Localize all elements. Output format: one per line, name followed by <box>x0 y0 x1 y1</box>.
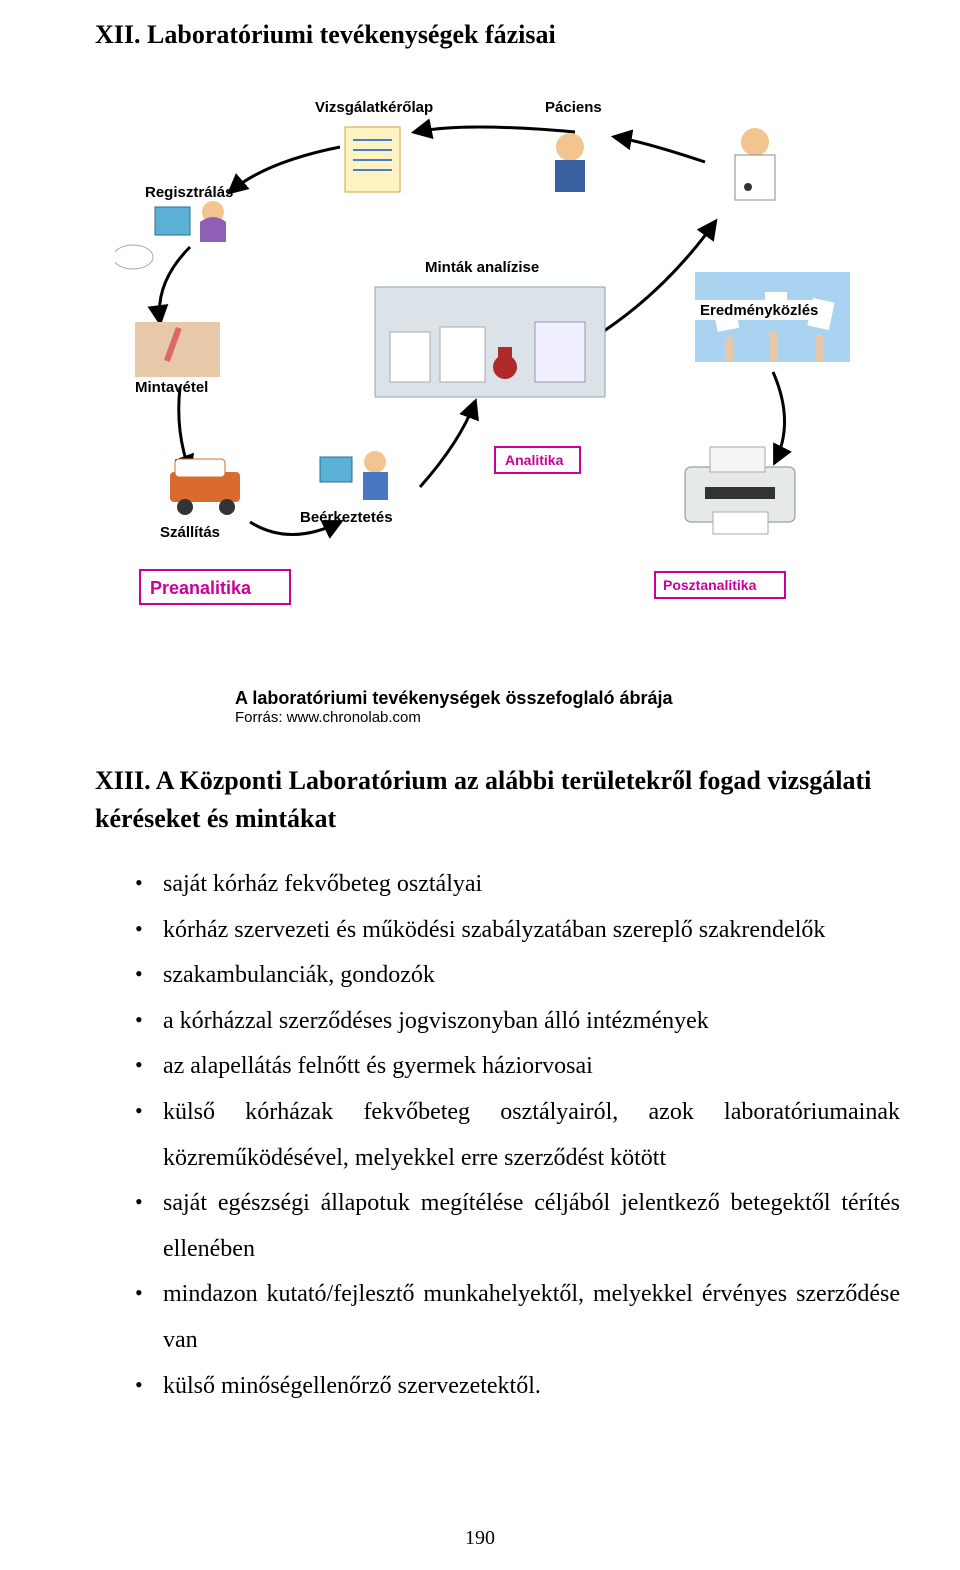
label-paciens: Páciens <box>545 99 602 116</box>
diagram-caption-source: Forrás: www.chronolab.com <box>235 709 875 726</box>
label-vizsgalat: Vizsgálatkérőlap <box>315 99 433 116</box>
list-item: a kórházzal szerződéses jogviszonyban ál… <box>135 999 900 1045</box>
printer-icon <box>685 447 795 534</box>
list-item: szakambulanciák, gondozók <box>135 953 900 999</box>
list-item: az alapellátás felnőtt és gyermek házior… <box>135 1044 900 1090</box>
section-13-subtitle: kéréseket és mintákat <box>95 804 900 834</box>
phase-posztanalitika: Posztanalitika <box>655 572 785 598</box>
list-item: kórház szervezeti és működési szabályzat… <box>135 908 900 954</box>
list-item: saját kórház fekvőbeteg osztályai <box>135 862 900 908</box>
svg-text:Preanalitika: Preanalitika <box>150 578 252 598</box>
lab-workflow-diagram: Vizsgálatkérőlap Páciens Regisztrálás Mi… <box>115 62 875 726</box>
patient-icon <box>555 133 585 192</box>
lab-photo-icon <box>375 287 605 397</box>
sheet-icon <box>345 127 400 192</box>
accepted-sources-list: saját kórház fekvőbeteg osztályai kórház… <box>95 862 900 1409</box>
label-mintak: Minták analízise <box>425 259 539 276</box>
label-szallitas: Szállítás <box>160 524 220 541</box>
svg-text:Eredményközlés: Eredményközlés <box>700 302 818 319</box>
list-item: külső minőségellenőrző szervezetektől. <box>135 1364 900 1410</box>
registration-icon <box>115 201 226 269</box>
diagram-caption-title: A laboratóriumi tevékenységek összefogla… <box>235 688 875 709</box>
list-item: saját egészségi állapotuk megítélése cél… <box>135 1181 900 1272</box>
section-12-title: XII. Laboratóriumi tevékenységek fázisai <box>95 20 900 50</box>
sampling-icon <box>135 322 220 377</box>
label-regisztralas: Regisztrálás <box>145 184 233 201</box>
label-beerkeztetes: Beérkeztetés <box>300 509 393 526</box>
phase-analitika: Analitika <box>495 447 580 473</box>
label-mintavetel: Mintavétel <box>135 379 208 396</box>
svg-text:Posztanalitika: Posztanalitika <box>663 577 757 593</box>
svg-text:Analitika: Analitika <box>505 452 564 468</box>
section-13-title: XIII. A Központi Laboratórium az alábbi … <box>95 766 900 796</box>
list-item: külső kórházak fekvőbeteg osztályairól, … <box>135 1090 900 1181</box>
list-item: mindazon kutató/fejlesztő munkahelyektől… <box>135 1272 900 1363</box>
receipt-icon <box>320 451 388 500</box>
doctor-icon <box>735 128 775 200</box>
page-number: 190 <box>0 1527 960 1550</box>
phase-preanalitika: Preanalitika <box>140 570 290 604</box>
van-icon <box>170 459 240 515</box>
label-eredmenykozles: Eredményközlés <box>695 300 823 320</box>
